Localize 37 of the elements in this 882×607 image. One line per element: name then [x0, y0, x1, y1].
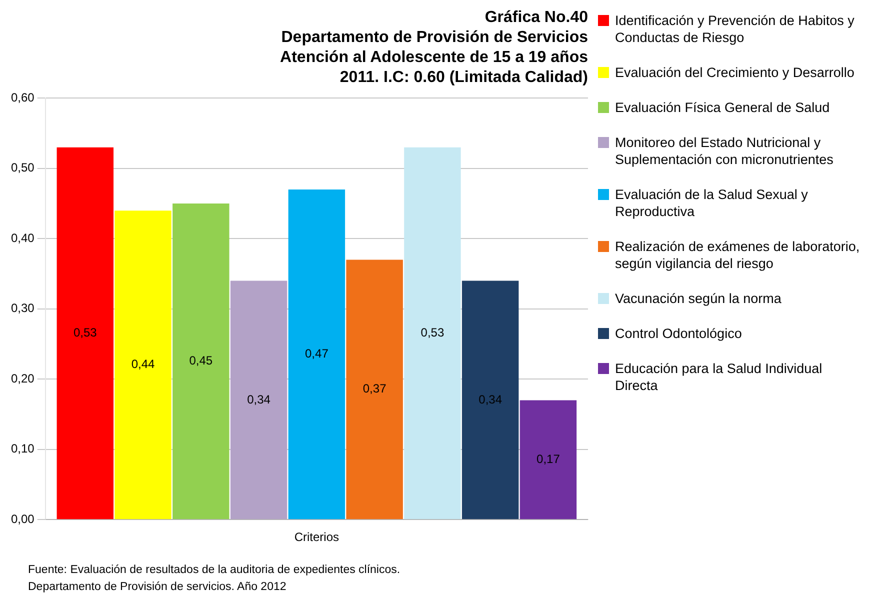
- data-label: 0,37: [362, 382, 387, 396]
- data-label: 0,53: [420, 326, 444, 340]
- bar: [346, 260, 403, 520]
- bar: [56, 147, 114, 520]
- legend-label: Educación para la Salud Individual Directa: [615, 360, 824, 394]
- legend-label: Evaluación Física General de Salud: [615, 99, 830, 116]
- data-label: 0,44: [131, 357, 156, 372]
- x-tick-label: Criterios: [294, 530, 340, 544]
- bar: [172, 204, 230, 520]
- y-tick-label: 0,20: [10, 371, 35, 386]
- legend-label: Vacunación según la norma: [615, 290, 782, 307]
- y-tick-label: 0,60: [10, 90, 35, 105]
- y-tick-label: 0,00: [10, 512, 35, 526]
- legend-label: Realización de exámenes de laboratorio, según vigilancia del riesgo: [615, 238, 861, 272]
- legend-label: Identificación y Prevención de Habitos y Conductas de Riesgo: [615, 12, 856, 46]
- y-tick-label: 0,10: [10, 442, 35, 456]
- bar: [404, 147, 461, 520]
- data-label: 0,17: [536, 452, 560, 466]
- bar: [114, 210, 172, 520]
- legend-label: Evaluación del Crecimiento y Desarrollo: [615, 64, 854, 81]
- legend-label: Evaluación de la Salud Sexual y Reproductiva: [615, 186, 809, 220]
- legend-label: Control Odontológico: [615, 325, 742, 342]
- data-label: 0,34: [247, 392, 271, 406]
- bar: [462, 280, 519, 520]
- bar: [288, 190, 346, 520]
- data-label: 0,45: [189, 354, 213, 368]
- chart-title: Gráfica No.40 Departamento de Provisión de Servicios Atención al Adolescente de 15 a 19 años 2011. I.C: 0.60 (Limitada Calidad): [279, 8, 588, 88]
- y-tick-label: 0,50: [10, 160, 35, 175]
- y-tick-label: 0,30: [10, 301, 35, 316]
- bar: [520, 400, 577, 520]
- data-label: 0,34: [478, 392, 502, 406]
- bar: [230, 280, 288, 520]
- y-tick-label: 0,40: [10, 230, 35, 245]
- data-label: 0,47: [305, 346, 329, 361]
- data-label: 0,53: [73, 326, 98, 340]
- source-note: Fuente: Evaluación de resultados de la auditoria de expedientes clínicos. Departamento de Provisión de servicios. Año 2012: [28, 563, 402, 595]
- legend-label: Monitoreo del Estado Nutricional y Suplementación con micronutrientes: [615, 134, 834, 168]
